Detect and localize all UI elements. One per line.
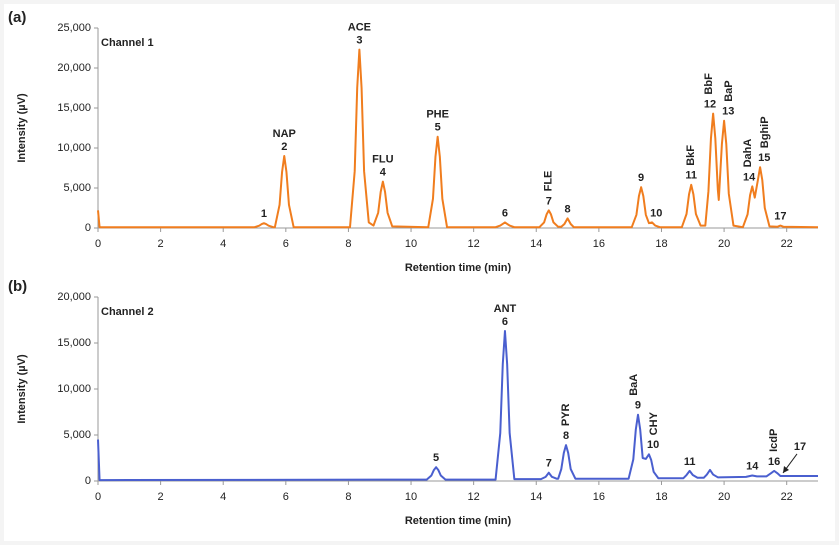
- x-tick-label: 8: [345, 491, 351, 503]
- y-tick-label: 10,000: [57, 383, 91, 395]
- x-tick-label: 22: [781, 238, 793, 250]
- x-tick-label: 16: [593, 491, 605, 503]
- compound-name: FLE: [543, 171, 555, 192]
- y-tick-label: 25,000: [57, 22, 91, 34]
- compound-name: BkF: [685, 145, 697, 166]
- peak-number: 9: [635, 400, 641, 412]
- peak-number: 1: [261, 208, 267, 220]
- peak-number: 4: [380, 167, 387, 179]
- peak-number: 3: [356, 35, 362, 47]
- peak-number: 9: [638, 172, 644, 184]
- peak-number: 12: [704, 99, 716, 111]
- x-tick-label: 18: [655, 491, 667, 503]
- compound-name: BaP: [723, 80, 735, 101]
- x-tick-label: 10: [405, 238, 417, 250]
- compound-name: CHY: [648, 411, 660, 435]
- compound-name: BghiP: [759, 116, 771, 148]
- peak-number: 6: [502, 207, 508, 219]
- chromatogram-line: [97, 330, 818, 482]
- peak-number: 7: [546, 195, 552, 207]
- compound-name: BaA: [628, 374, 640, 396]
- peak-number: 13: [722, 106, 734, 118]
- x-tick-label: 2: [158, 491, 164, 503]
- figure-background: [4, 4, 835, 541]
- x-tick-label: 20: [718, 491, 730, 503]
- peak-number: 6: [502, 316, 508, 328]
- peak-number: 10: [647, 439, 659, 451]
- x-tick-label: 8: [345, 238, 351, 250]
- y-tick-label: 10,000: [57, 142, 91, 154]
- x-tick-label: 4: [220, 238, 226, 250]
- y-tick-label: 15,000: [57, 102, 91, 114]
- x-tick-label: 6: [283, 238, 289, 250]
- peak-number: 11: [684, 456, 696, 468]
- compound-name: DahA: [742, 139, 754, 168]
- chromatogram-line: [97, 48, 819, 229]
- panel-label: (b): [8, 278, 27, 295]
- peak-number: 16: [768, 456, 780, 468]
- x-tick-label: 16: [593, 238, 605, 250]
- peak-number: 10: [650, 207, 662, 219]
- x-tick-label: 12: [468, 238, 480, 250]
- x-tick-label: 6: [283, 491, 289, 503]
- y-tick-label: 20,000: [57, 62, 91, 74]
- peak-number: 2: [281, 141, 287, 153]
- x-tick-label: 2: [158, 238, 164, 250]
- compound-name: ANT: [494, 303, 517, 315]
- x-tick-label: 0: [95, 491, 101, 503]
- peak-number: 7: [546, 458, 552, 470]
- x-tick-label: 12: [468, 491, 480, 503]
- peak-number: 15: [758, 152, 770, 164]
- x-axis-title: Retention time (min): [405, 262, 512, 274]
- x-tick-label: 10: [405, 491, 417, 503]
- peak-number: 14: [743, 171, 756, 183]
- panel-label: (a): [8, 9, 26, 26]
- y-axis-title: Intensity (µV): [16, 93, 28, 163]
- compound-name: BbF: [703, 73, 715, 95]
- peak-number: 17: [794, 441, 806, 453]
- x-tick-label: 14: [530, 491, 542, 503]
- x-tick-label: 0: [95, 238, 101, 250]
- peak-number: 11: [685, 170, 697, 182]
- x-tick-label: 14: [530, 238, 542, 250]
- peak-number: 8: [565, 203, 571, 215]
- compound-name: ACE: [348, 22, 371, 34]
- x-tick-label: 18: [655, 238, 667, 250]
- compound-name: NAP: [273, 128, 296, 140]
- y-tick-label: 15,000: [57, 337, 91, 349]
- x-tick-label: 4: [220, 491, 226, 503]
- channel-label: Channel 2: [101, 306, 154, 318]
- compound-name: IcdP: [768, 429, 780, 452]
- peak-number: 14: [746, 460, 759, 472]
- peak-number: 5: [433, 452, 439, 464]
- y-tick-label: 20,000: [57, 291, 91, 303]
- y-tick-label: 0: [85, 222, 91, 234]
- compound-name: PHE: [426, 109, 449, 121]
- x-tick-label: 22: [781, 491, 793, 503]
- y-tick-label: 5,000: [63, 182, 91, 194]
- y-tick-label: 5,000: [63, 429, 91, 441]
- x-tick-label: 20: [718, 238, 730, 250]
- channel-label: Channel 1: [101, 37, 154, 49]
- peak-number: 17: [774, 211, 786, 223]
- y-tick-label: 0: [85, 475, 91, 487]
- peak-number: 5: [435, 122, 441, 134]
- peak-arrowhead: [783, 465, 789, 473]
- compound-name: FLU: [372, 154, 393, 166]
- peak-number: 8: [563, 430, 569, 442]
- y-axis-title: Intensity (µV): [16, 354, 28, 424]
- compound-name: PYR: [560, 403, 572, 426]
- x-axis-title: Retention time (min): [405, 515, 512, 527]
